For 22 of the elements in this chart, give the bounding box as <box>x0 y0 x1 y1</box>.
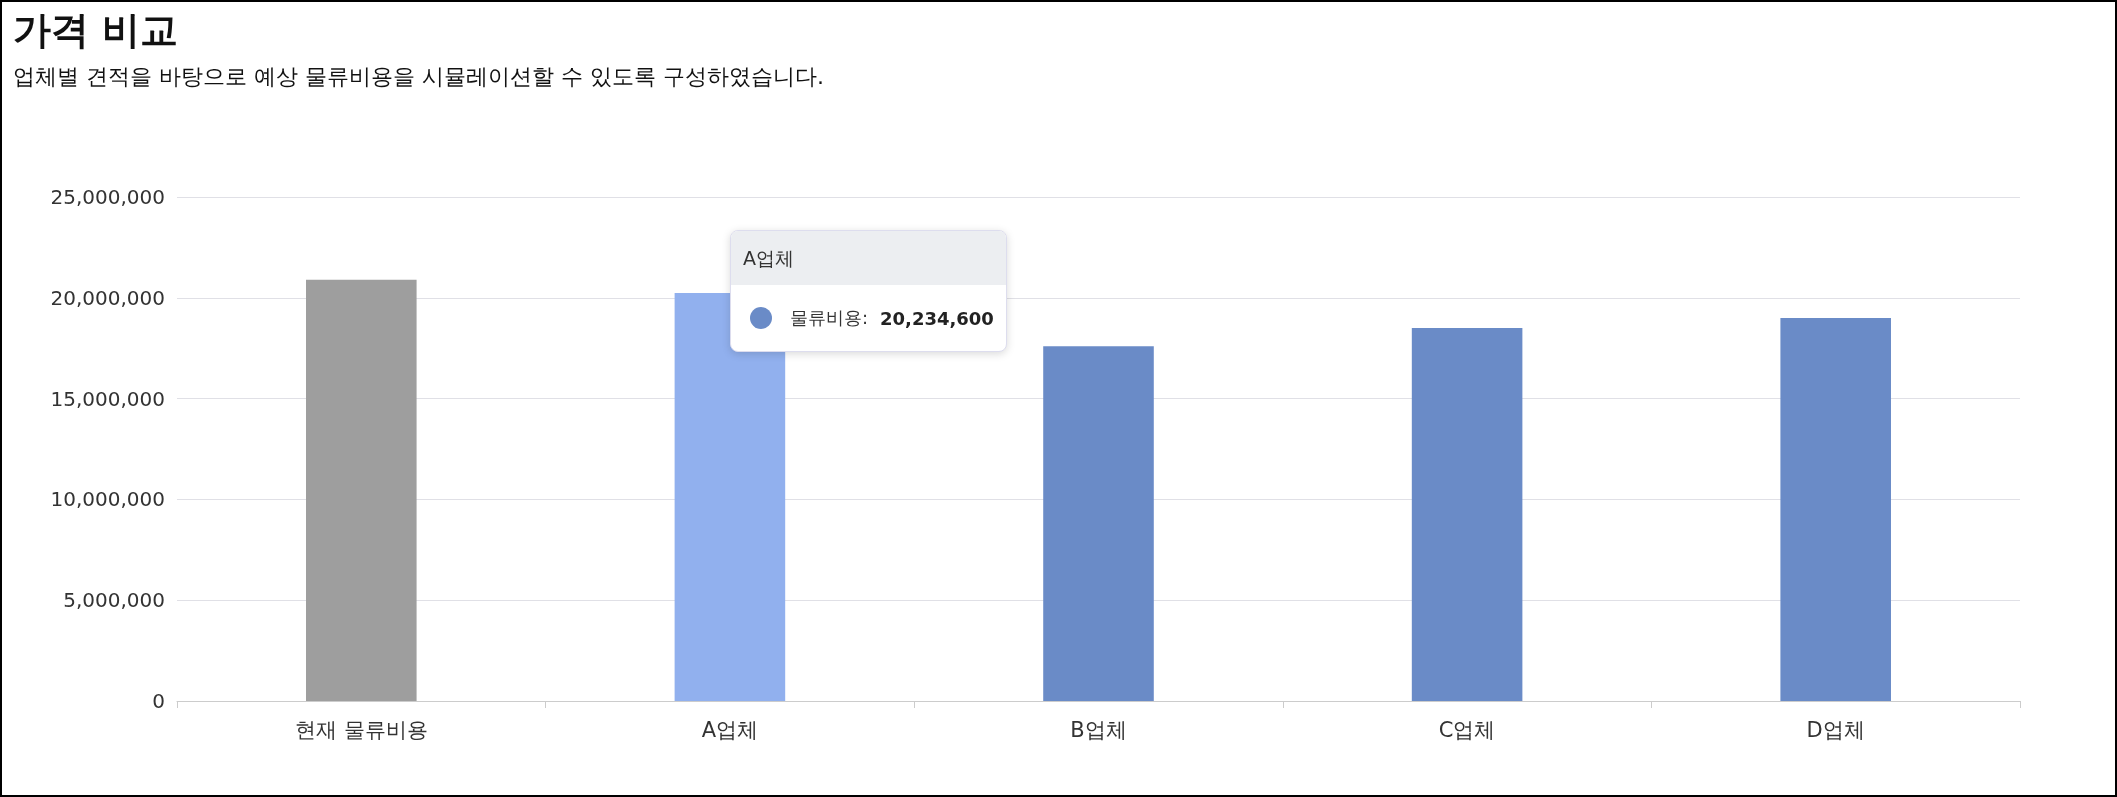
y-tick-label: 0 <box>152 689 165 713</box>
chart-subtitle: 업체별 견적을 바탕으로 예상 물류비용을 시뮬레이션할 수 있도록 구성하였습니다. <box>13 63 824 89</box>
x-tick-label: C업체 <box>1438 717 1496 742</box>
bar <box>1043 346 1154 701</box>
bar <box>674 293 786 701</box>
tooltip-card: A업체 물류비용: 20,234,600 <box>729 230 1007 353</box>
annotation: A업체 <box>730 231 1006 286</box>
x-tick-label: 현재 물류비용 <box>294 717 428 742</box>
y-tick-label: 15,000,000 <box>50 386 165 411</box>
x-tick-label: B업체 <box>1070 717 1127 742</box>
bar <box>1780 317 1891 701</box>
y-tick-label: 10,000,000 <box>50 487 165 512</box>
x-tick-label: D업체 <box>1806 717 1865 742</box>
x-tick-label: A업체 <box>701 717 759 742</box>
y-tick-label: 5,000,000 <box>63 588 165 613</box>
y-tick-label: 20,000,000 <box>50 285 165 310</box>
annotation: 20,234,600 <box>880 307 994 329</box>
y-tick-label: 25,000,000 <box>50 185 165 209</box>
bar <box>1411 328 1523 701</box>
chart-title: 가격 비교 <box>13 8 179 52</box>
bar <box>306 279 417 701</box>
legend-label: 물류비용: <box>789 306 868 331</box>
